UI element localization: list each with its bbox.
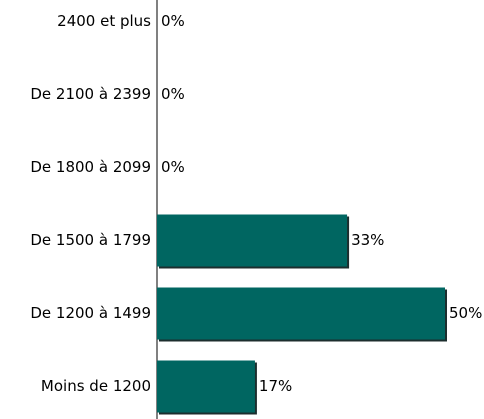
bar: [157, 214, 348, 267]
category-label: 2400 et plus: [57, 12, 151, 30]
category-label: Moins de 1200: [41, 377, 151, 395]
value-label: 0%: [161, 158, 185, 176]
category-label: De 2100 à 2399: [30, 85, 151, 103]
value-label: 0%: [161, 12, 185, 30]
bar: [157, 287, 445, 340]
category-label: De 1500 à 1799: [30, 231, 151, 249]
value-label: 33%: [351, 231, 384, 249]
category-label: De 1200 à 1499: [30, 304, 151, 322]
value-label: 0%: [161, 85, 185, 103]
bar: [157, 360, 255, 413]
value-label: 50%: [449, 304, 482, 322]
category-label: De 1800 à 2099: [30, 158, 151, 176]
value-label: 17%: [259, 377, 292, 395]
